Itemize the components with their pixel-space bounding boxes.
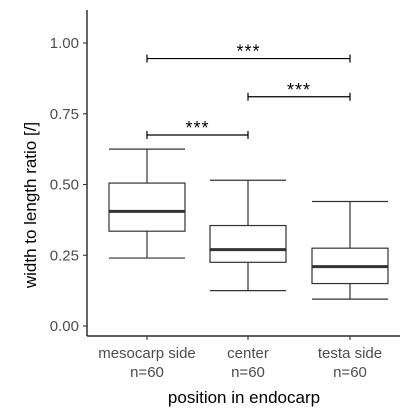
box-3 [311, 200, 389, 300]
significance-brackets: *** *** *** [146, 42, 351, 139]
significance-label: *** [236, 42, 260, 62]
y-tick-label: 0.00 [50, 318, 79, 335]
x-axis: mesocarp side n=60 center n=60 testa side n=6… [87, 335, 400, 381]
significance-bracket: *** [146, 118, 249, 139]
x-tick-label: mesocarp side [98, 345, 196, 362]
y-tick-label: 0.50 [50, 177, 79, 194]
x-tick-n-label: n=60 [333, 364, 367, 381]
y-tick-label: 0.25 [50, 247, 79, 264]
box-iqr [108, 182, 186, 232]
significance-label: *** [185, 118, 209, 138]
x-tick-n-label: n=60 [231, 364, 265, 381]
x-axis-title: position in endocarp [168, 388, 320, 407]
box-2 [209, 179, 287, 292]
significance-bracket: *** [247, 80, 351, 101]
significance-label: *** [287, 80, 311, 100]
box-group [108, 148, 389, 300]
x-tick-n-label: n=60 [130, 364, 164, 381]
box-1 [108, 148, 186, 259]
box-iqr [209, 224, 287, 263]
y-tick-label: 1.00 [50, 35, 79, 52]
significance-bracket: *** [146, 42, 351, 63]
y-tick-label: 0.75 [50, 106, 79, 123]
y-axis-title: width to length ratio [/] [21, 122, 40, 289]
x-tick-label: center [227, 345, 269, 362]
y-axis: 0.00 0.25 0.50 0.75 1.00 [50, 10, 88, 336]
x-tick-label: testa side [318, 345, 382, 362]
